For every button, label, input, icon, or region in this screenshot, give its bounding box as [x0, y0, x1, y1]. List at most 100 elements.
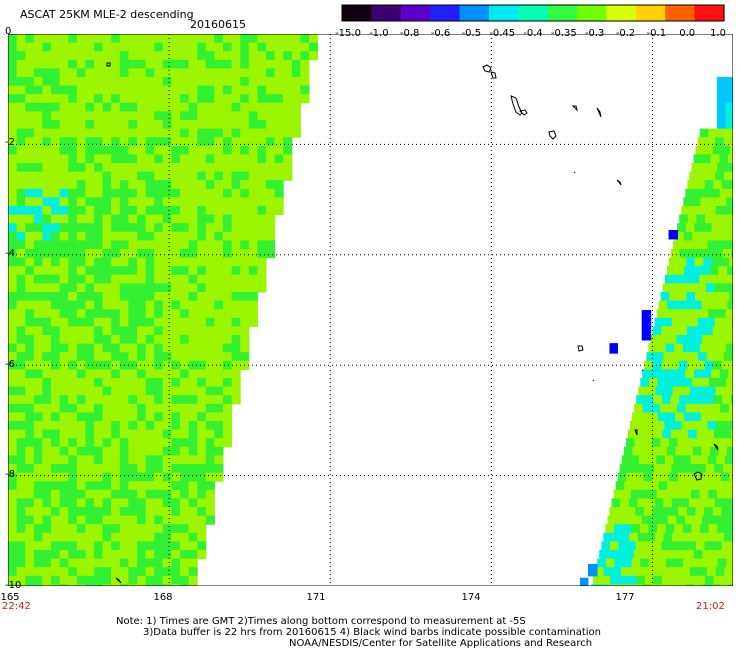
- swath-cell: [137, 128, 147, 138]
- swath-cell: [111, 120, 121, 130]
- swath-cell: [623, 558, 633, 568]
- swath-cell: [231, 77, 241, 87]
- swath-cell: [223, 403, 233, 413]
- swath-cell: [214, 257, 224, 267]
- swath-cell: [274, 137, 284, 147]
- swath-cell: [680, 352, 690, 362]
- swath-cell: [8, 421, 18, 431]
- swath-cell: [16, 68, 26, 78]
- swath-cell: [180, 249, 190, 259]
- swath-cell: [601, 541, 611, 551]
- swath-cell: [59, 206, 69, 216]
- swath-cell: [223, 369, 233, 379]
- swath-cell: [76, 145, 86, 155]
- swath-cell: [214, 77, 224, 87]
- swath-cell: [248, 249, 258, 259]
- swath-cell: [111, 206, 121, 216]
- swath-cell: [102, 128, 112, 138]
- swath-cell: [248, 145, 258, 155]
- swath-cell: [154, 550, 164, 560]
- swath-cell: [137, 541, 147, 551]
- swath-cell: [708, 128, 718, 138]
- swath-cell: [197, 343, 207, 353]
- swath-cell: [205, 335, 215, 345]
- swath-cell: [94, 240, 104, 250]
- swath-cell: [59, 188, 69, 198]
- swath-cell: [42, 51, 52, 61]
- swath-cell: [76, 59, 86, 69]
- swath-cell: [68, 120, 78, 130]
- swath-cell: [283, 42, 293, 52]
- swath-cell: [59, 197, 69, 207]
- swath-cell: [137, 111, 147, 121]
- swath-cell: [197, 197, 207, 207]
- swath-cell: [283, 51, 293, 61]
- swath-cell: [231, 378, 241, 388]
- swath-cell: [59, 575, 69, 585]
- swath-cell: [76, 34, 86, 44]
- swath-cell: [702, 223, 713, 233]
- swath-cell: [214, 68, 224, 78]
- swath-cell: [85, 446, 95, 456]
- swath-cell: [248, 171, 258, 181]
- swath-cell: [8, 326, 18, 336]
- swath-cell: [85, 532, 95, 542]
- swath-cell: [629, 567, 639, 577]
- swath-cell: [94, 507, 104, 517]
- swath-cell: [673, 421, 683, 431]
- swath-cell: [154, 300, 164, 310]
- swath-cell: [137, 257, 147, 267]
- swath-cell: [704, 145, 714, 155]
- swath-cell: [180, 524, 190, 534]
- swath-cell: [154, 429, 164, 439]
- swath-cell: [283, 85, 293, 95]
- swath-cell: [25, 472, 35, 482]
- swath-cell: [197, 163, 207, 173]
- swath-cell: [649, 412, 659, 422]
- swath-cell: [223, 343, 233, 353]
- swath-cell: [119, 274, 129, 284]
- swath-cell: [223, 154, 233, 164]
- swath-cell: [694, 438, 704, 448]
- swath-cell: [94, 180, 104, 190]
- swath-cell: [171, 188, 181, 198]
- swath-cell: [223, 77, 233, 87]
- swath-cell: [111, 128, 121, 138]
- swath-cell: [16, 34, 26, 44]
- swath-cell: [188, 412, 198, 422]
- colorbar-cell: [606, 5, 637, 21]
- swath-cell: [667, 300, 677, 310]
- swath-cell: [76, 515, 86, 525]
- swath-cell: [664, 455, 674, 465]
- swath-cell: [119, 223, 129, 233]
- swath-cell: [85, 163, 95, 173]
- swath-cell: [171, 489, 181, 499]
- swath-cell: [702, 154, 712, 164]
- swath-cell: [656, 455, 666, 465]
- swath-cell: [690, 421, 700, 431]
- swath-cell: [725, 128, 733, 138]
- swath-cell: [205, 51, 215, 61]
- swath-cell: [16, 309, 26, 319]
- swath-cell: [145, 102, 155, 112]
- swath-cell: [94, 558, 104, 568]
- swath-cell: [615, 481, 625, 491]
- swath-cell: [33, 300, 43, 310]
- swath-cell: [693, 550, 703, 560]
- swath-cell: [59, 498, 69, 508]
- swath-cell: [188, 206, 198, 216]
- swath-cell: [33, 317, 43, 327]
- swath-cell: [678, 326, 688, 336]
- swath-cell: [119, 266, 129, 276]
- swath-cell: [111, 360, 121, 370]
- swath-cell: [661, 360, 671, 370]
- swath-cell: [137, 34, 147, 44]
- swath-cell: [68, 352, 78, 362]
- swath-cell: [657, 558, 667, 568]
- swath-cell: [223, 326, 233, 336]
- swath-cell: [274, 34, 284, 44]
- swath-cell: [257, 163, 267, 173]
- swath-cell: [33, 266, 43, 276]
- swath-cell: [171, 335, 181, 345]
- swath-cell: [16, 300, 26, 310]
